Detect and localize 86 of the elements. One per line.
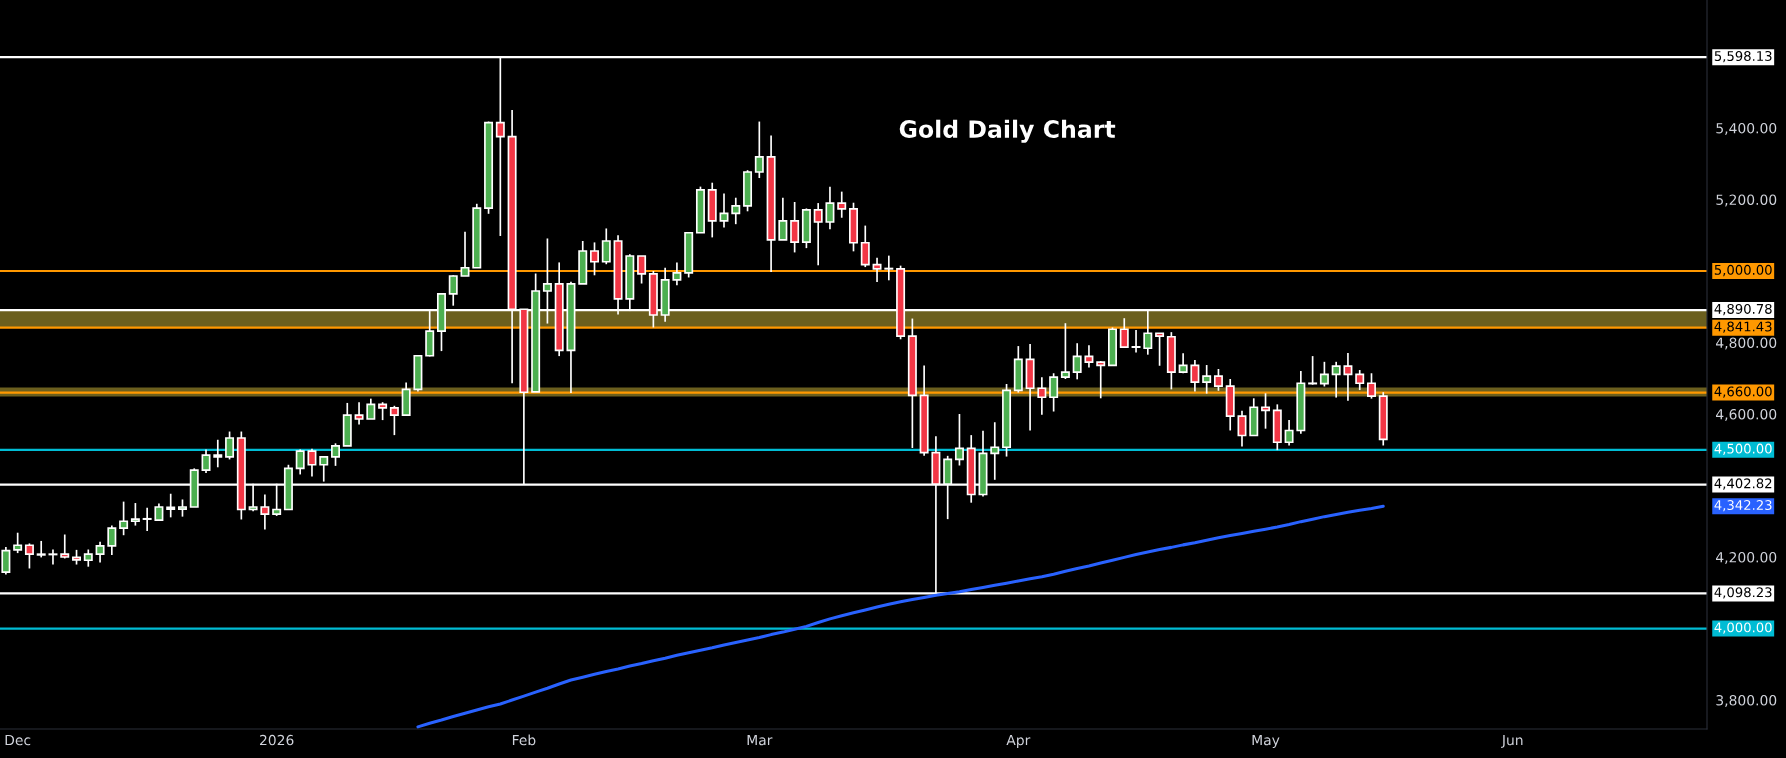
candlestick <box>448 274 458 307</box>
candlestick <box>1213 368 1223 392</box>
candlestick <box>990 421 1000 481</box>
ref-line-label: 4,402.82 <box>1714 478 1772 490</box>
text: 4,342.23 <box>1714 500 1772 512</box>
ref-line-label: 4,841.43 <box>1714 321 1772 333</box>
candlestick <box>201 448 211 474</box>
line-series <box>416 504 1385 729</box>
y-tick-label: 3,800.00 <box>1716 695 1777 707</box>
candlestick <box>24 542 34 570</box>
candlestick <box>601 227 611 266</box>
candlestick <box>884 254 894 282</box>
ref-line-label: 4,660.00 <box>1714 386 1772 398</box>
candlestick <box>1367 372 1376 400</box>
candlestick <box>354 401 364 426</box>
y-tick-label: 4,600.00 <box>1716 408 1777 421</box>
candlestick <box>389 404 399 436</box>
candlestick <box>754 120 764 179</box>
candlestick <box>1155 332 1165 367</box>
candlestick <box>107 524 117 556</box>
candlestick <box>260 493 270 531</box>
text: Gold Daily Chart <box>899 119 1116 143</box>
candlestick <box>1060 322 1070 380</box>
candlestick <box>1131 329 1141 354</box>
candlestick <box>213 438 223 469</box>
candlestick <box>825 185 835 231</box>
y-tick-label: 5,200.00 <box>1716 194 1777 207</box>
candlestick <box>872 256 882 283</box>
candlestick <box>1284 419 1294 447</box>
candlestick <box>1237 409 1247 448</box>
candlestick <box>837 190 847 219</box>
candlestick <box>1084 344 1094 369</box>
candlestick <box>1308 355 1318 386</box>
candlestick <box>1261 392 1271 430</box>
y-tick-label: 4,200.00 <box>1716 552 1777 564</box>
candlestick <box>48 548 58 566</box>
candlestick <box>119 500 129 537</box>
candlestick <box>1331 360 1341 399</box>
candlestick <box>1319 360 1329 388</box>
candlestick <box>954 413 964 467</box>
x-tick-label: Feb <box>512 734 536 746</box>
candlestick <box>1049 372 1059 413</box>
candlestick <box>166 492 176 519</box>
candlestick <box>95 540 105 564</box>
candlestick <box>1343 352 1353 402</box>
candlestick <box>1096 360 1106 400</box>
candlestick <box>142 506 152 532</box>
y-tick-label: 5,400.00 <box>1716 122 1777 135</box>
candlestick <box>637 255 647 285</box>
candlestick <box>731 196 741 226</box>
candlestick <box>860 224 870 268</box>
candlestick <box>295 448 305 476</box>
candlestick <box>790 201 800 254</box>
candlestick <box>590 241 599 277</box>
candlestick <box>460 230 470 277</box>
candlestick <box>1355 369 1365 391</box>
candlestick <box>225 430 235 461</box>
ref-line-label: 5,598.13 <box>1714 51 1772 63</box>
ref-line-label: 4,098.23 <box>1714 587 1772 599</box>
x-tick-label: Jun <box>1501 734 1523 748</box>
ref-line-label: 5,000.00 <box>1714 264 1772 277</box>
x-tick-label: Apr <box>1006 734 1031 748</box>
candlestick <box>307 447 317 478</box>
candlestick <box>719 192 729 229</box>
candlestick <box>13 531 23 554</box>
candlestick <box>1 546 11 576</box>
candlestick <box>1202 364 1212 395</box>
x-tick-label: 2026 <box>260 734 294 746</box>
candlestick <box>672 261 682 287</box>
candlestick <box>813 202 823 267</box>
candlestick <box>36 540 46 559</box>
ref-line-label: 4,000.00 <box>1714 622 1772 634</box>
ref-line-label: 4,890.78 <box>1714 303 1772 316</box>
candlestick <box>1119 317 1129 348</box>
candlestick <box>1190 359 1200 393</box>
candlestick <box>130 502 140 527</box>
x-tick-label: Dec <box>5 734 31 746</box>
x-tick-label: May <box>1252 734 1280 748</box>
y-tick-label: 4,800.00 <box>1716 337 1777 350</box>
x-tick-label: Mar <box>747 734 773 746</box>
ref-line-label: 4,500.00 <box>1714 443 1772 455</box>
candlestick <box>1072 342 1082 381</box>
candlestick <box>778 196 788 241</box>
candlestick <box>331 442 340 467</box>
candlestick <box>366 397 376 420</box>
candlestick <box>1037 376 1047 416</box>
